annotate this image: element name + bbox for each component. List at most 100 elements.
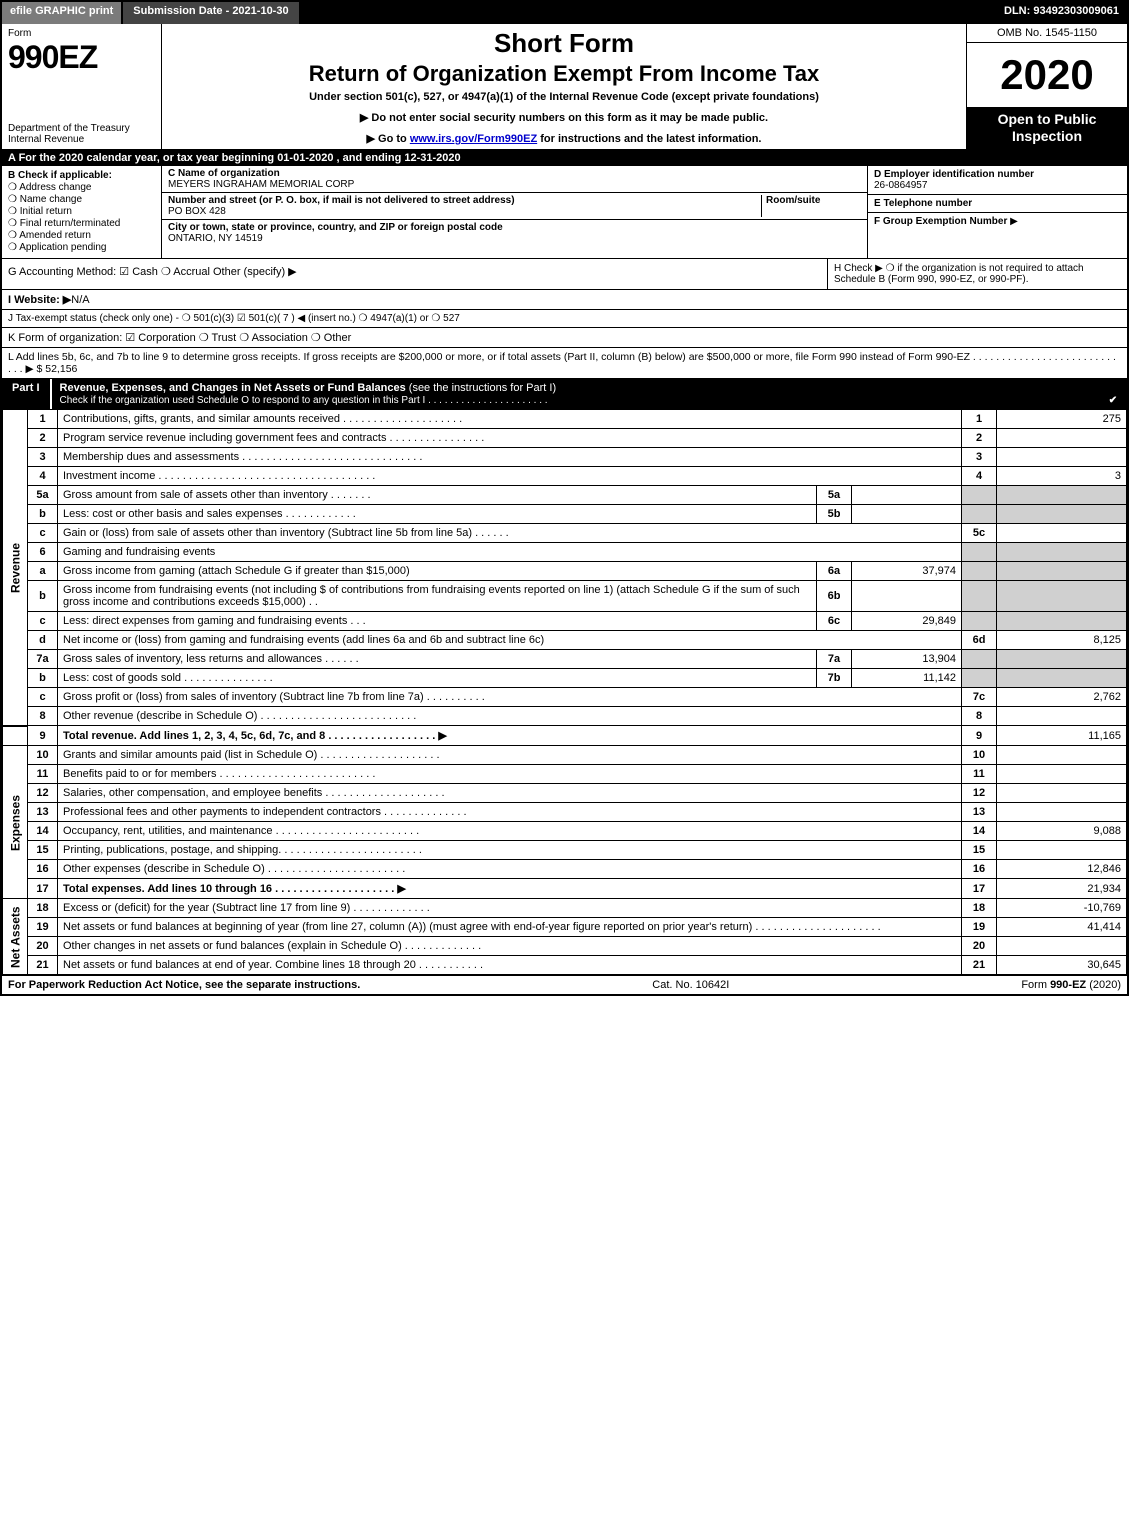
row-ln: c [28, 688, 58, 707]
netassets-section-label: Net Assets [3, 899, 28, 975]
inner-ln: 7b [817, 669, 852, 688]
schedule-o-checkbox[interactable]: ✔ [1107, 394, 1119, 406]
inner-val [852, 486, 962, 505]
row-box: 11 [962, 765, 997, 784]
row-ln: 16 [28, 860, 58, 879]
row-desc: Salaries, other compensation, and employ… [58, 784, 962, 803]
inner-val: 11,142 [852, 669, 962, 688]
part-i-title: Revenue, Expenses, and Changes in Net As… [60, 382, 406, 394]
shade-cell [997, 486, 1127, 505]
box-b-title: B Check if applicable: [8, 170, 155, 181]
shade-cell [997, 562, 1127, 581]
row-box: 13 [962, 803, 997, 822]
chk-application-pending[interactable]: ❍ Application pending [8, 242, 155, 253]
footer-left: For Paperwork Reduction Act Notice, see … [8, 979, 360, 991]
inner-ln: 6c [817, 612, 852, 631]
shade-cell [962, 505, 997, 524]
row-ln: 5a [28, 486, 58, 505]
phone-label: E Telephone number [874, 198, 972, 209]
org-name-label: C Name of organization [168, 168, 280, 179]
row-desc: Contributions, gifts, grants, and simila… [58, 410, 962, 429]
row-box: 20 [962, 937, 997, 956]
row-val: 11,165 [997, 726, 1127, 746]
box-c: C Name of organization MEYERS INGRAHAM M… [162, 166, 867, 258]
inner-ln: 5b [817, 505, 852, 524]
row-box: 17 [962, 879, 997, 899]
row-desc: Total expenses. Add lines 10 through 16 … [58, 879, 962, 899]
row-desc: Other revenue (describe in Schedule O) .… [58, 707, 962, 726]
row-desc: Investment income . . . . . . . . . . . … [58, 467, 962, 486]
org-name: MEYERS INGRAHAM MEMORIAL CORP [168, 179, 354, 190]
shade-cell [962, 612, 997, 631]
inner-ln: 7a [817, 650, 852, 669]
instruction-ssn: ▶ Do not enter social security numbers o… [168, 111, 960, 124]
identity-block: B Check if applicable: ❍ Address change … [2, 166, 1127, 259]
tax-year: 2020 [967, 43, 1127, 107]
footer-catno: Cat. No. 10642I [652, 979, 729, 991]
row-val [997, 803, 1127, 822]
chk-amended-return[interactable]: ❍ Amended return [8, 230, 155, 241]
inner-ln: 5a [817, 486, 852, 505]
subtitle: Under section 501(c), 527, or 4947(a)(1)… [168, 91, 960, 103]
row-box: 5c [962, 524, 997, 543]
shade-cell [997, 612, 1127, 631]
line-l-gross-receipts: L Add lines 5b, 6c, and 7b to line 9 to … [2, 348, 1127, 379]
row-box: 21 [962, 956, 997, 975]
expenses-section-label: Expenses [3, 746, 28, 899]
form-header: Form 990EZ Department of the Treasury In… [2, 24, 1127, 150]
inner-ln: 6a [817, 562, 852, 581]
row-val [997, 429, 1127, 448]
row-ln: 9 [28, 726, 58, 746]
row-ln: b [28, 669, 58, 688]
row-ln: 1 [28, 410, 58, 429]
row-box: 6d [962, 631, 997, 650]
row-box: 12 [962, 784, 997, 803]
row-ln: 18 [28, 899, 58, 918]
open-public-inspection: Open to Public Inspection [967, 107, 1127, 149]
row-ln: c [28, 524, 58, 543]
omb-number: OMB No. 1545-1150 [967, 24, 1127, 43]
row-ln: 3 [28, 448, 58, 467]
row-desc: Program service revenue including govern… [58, 429, 962, 448]
shade-cell [997, 543, 1127, 562]
efile-print-button[interactable]: efile GRAPHIC print [2, 2, 123, 24]
chk-address-change[interactable]: ❍ Address change [8, 182, 155, 193]
row-desc: Less: direct expenses from gaming and fu… [58, 612, 817, 631]
title-return: Return of Organization Exempt From Incom… [168, 61, 960, 87]
row-ln: a [28, 562, 58, 581]
row-box: 9 [962, 726, 997, 746]
shade-cell [962, 543, 997, 562]
row-ln: 12 [28, 784, 58, 803]
row-desc: Gross income from gaming (attach Schedul… [58, 562, 817, 581]
row-val [997, 784, 1127, 803]
row-ln: 13 [28, 803, 58, 822]
row-desc: Benefits paid to or for members . . . . … [58, 765, 962, 784]
inner-val: 13,904 [852, 650, 962, 669]
row-box: 3 [962, 448, 997, 467]
shade-cell [997, 669, 1127, 688]
inner-val: 29,849 [852, 612, 962, 631]
irs-link[interactable]: www.irs.gov/Form990EZ [410, 133, 537, 145]
org-city: ONTARIO, NY 14519 [168, 233, 263, 244]
shade-cell [997, 650, 1127, 669]
row-box: 18 [962, 899, 997, 918]
row-box: 8 [962, 707, 997, 726]
row-val [997, 524, 1127, 543]
chk-name-change[interactable]: ❍ Name change [8, 194, 155, 205]
row-ln: 2 [28, 429, 58, 448]
chk-initial-return[interactable]: ❍ Initial return [8, 206, 155, 217]
row-desc: Net assets or fund balances at end of ye… [58, 956, 962, 975]
row-ln: 15 [28, 841, 58, 860]
row-val: 2,762 [997, 688, 1127, 707]
form-label: Form [8, 28, 155, 39]
shade-cell [962, 486, 997, 505]
chk-final-return[interactable]: ❍ Final return/terminated [8, 218, 155, 229]
row-desc: Net income or (loss) from gaming and fun… [58, 631, 962, 650]
row-box: 15 [962, 841, 997, 860]
row-desc: Gross amount from sale of assets other t… [58, 486, 817, 505]
top-bar: efile GRAPHIC print Submission Date - 20… [2, 2, 1127, 24]
row-val: 41,414 [997, 918, 1127, 937]
row-desc: Gross income from fundraising events (no… [58, 581, 817, 612]
row-desc: Total revenue. Add lines 1, 2, 3, 4, 5c,… [58, 726, 962, 746]
row-desc: Printing, publications, postage, and shi… [58, 841, 962, 860]
